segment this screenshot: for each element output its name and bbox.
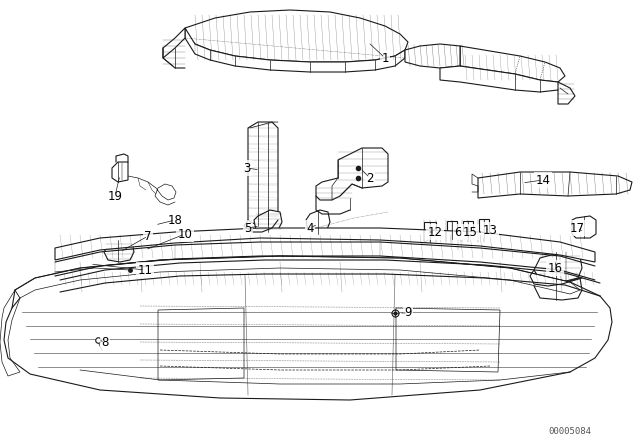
Polygon shape (55, 228, 595, 262)
Polygon shape (447, 221, 457, 239)
Text: 9: 9 (404, 306, 412, 319)
Text: 1: 1 (381, 52, 388, 65)
Text: 6: 6 (454, 225, 461, 238)
Polygon shape (396, 308, 500, 372)
Polygon shape (478, 172, 632, 198)
Polygon shape (479, 219, 489, 237)
Polygon shape (534, 278, 582, 300)
Polygon shape (112, 162, 128, 182)
Text: 10: 10 (177, 228, 193, 241)
Text: 14: 14 (536, 173, 550, 186)
Text: 3: 3 (243, 161, 251, 175)
Polygon shape (440, 66, 558, 92)
Polygon shape (316, 148, 388, 200)
Polygon shape (405, 44, 470, 68)
Text: 13: 13 (483, 224, 497, 237)
Polygon shape (15, 256, 580, 298)
Text: 12: 12 (428, 225, 442, 238)
Text: 16: 16 (547, 262, 563, 275)
Polygon shape (185, 28, 405, 72)
Text: 7: 7 (144, 229, 152, 242)
Polygon shape (424, 222, 436, 242)
Polygon shape (460, 46, 565, 82)
Polygon shape (0, 290, 20, 376)
Text: 5: 5 (244, 221, 252, 234)
Polygon shape (306, 210, 330, 234)
Text: 2: 2 (366, 172, 374, 185)
Polygon shape (248, 122, 278, 226)
Polygon shape (185, 10, 408, 62)
Text: 00005084: 00005084 (548, 427, 591, 436)
Polygon shape (534, 252, 582, 282)
Text: 17: 17 (570, 221, 584, 234)
Polygon shape (572, 216, 596, 238)
Polygon shape (158, 308, 244, 380)
Polygon shape (104, 240, 134, 262)
Text: 4: 4 (307, 221, 314, 234)
Text: 18: 18 (168, 214, 182, 227)
Polygon shape (254, 210, 282, 232)
Text: 11: 11 (138, 263, 152, 276)
Polygon shape (163, 28, 185, 58)
Text: 8: 8 (101, 336, 109, 349)
Polygon shape (463, 221, 473, 239)
Text: 15: 15 (463, 225, 477, 238)
Text: 19: 19 (108, 190, 122, 202)
